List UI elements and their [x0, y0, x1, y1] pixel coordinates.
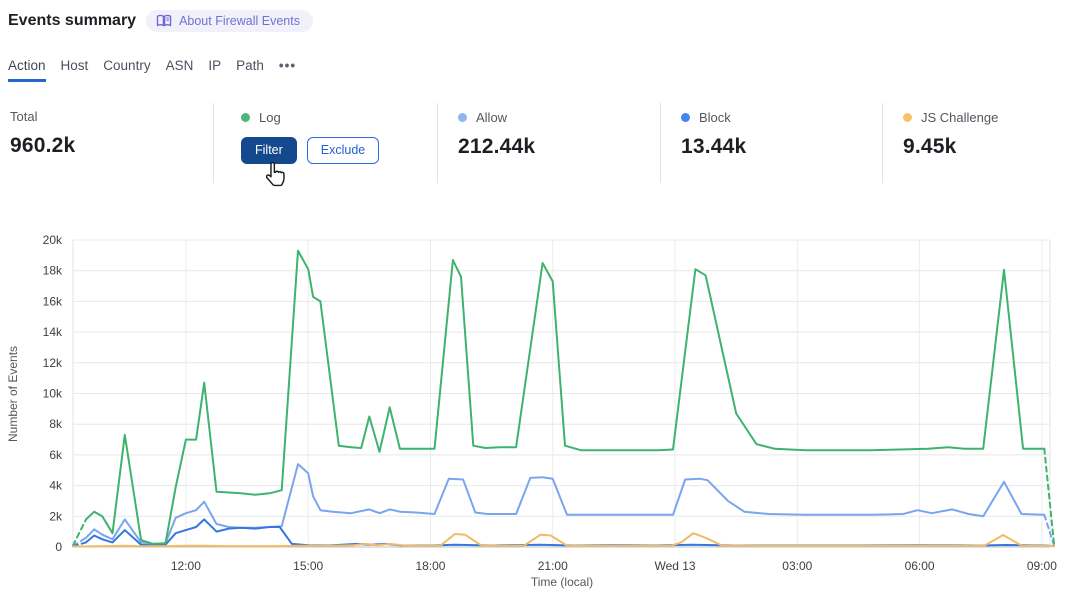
- stat-total: Total 960.2k: [0, 103, 213, 183]
- stat-total-label: Total: [10, 109, 38, 124]
- stat-js-challenge-value: 9.45k: [903, 135, 957, 158]
- svg-text:15:00: 15:00: [293, 559, 323, 573]
- svg-text:12k: 12k: [43, 356, 63, 370]
- svg-text:6k: 6k: [49, 448, 63, 462]
- svg-text:16k: 16k: [43, 294, 63, 308]
- tab-host[interactable]: Host: [60, 58, 89, 73]
- stat-allow: Allow 212.44k: [437, 103, 660, 183]
- svg-text:12:00: 12:00: [171, 559, 201, 573]
- allow-legend-dot: [458, 113, 467, 122]
- svg-text:14k: 14k: [43, 325, 63, 339]
- y-axis-title: Number of Events: [6, 346, 20, 442]
- stat-block-label: Block: [699, 110, 731, 125]
- stat-js-challenge-label: JS Challenge: [921, 110, 999, 125]
- svg-text:8k: 8k: [49, 417, 63, 431]
- svg-text:21:00: 21:00: [538, 559, 568, 573]
- tab-asn[interactable]: ASN: [165, 58, 194, 73]
- page-title: Events summary: [8, 12, 137, 29]
- svg-text:09:00: 09:00: [1027, 559, 1057, 573]
- svg-text:18:00: 18:00: [415, 559, 445, 573]
- svg-text:10k: 10k: [43, 387, 63, 401]
- svg-text:20k: 20k: [43, 233, 63, 247]
- svg-text:06:00: 06:00: [905, 559, 935, 573]
- exclude-button[interactable]: Exclude: [306, 137, 380, 164]
- events-summary-header: Events summary About Firewall Events: [8, 10, 313, 32]
- filter-button[interactable]: Filter: [241, 137, 297, 164]
- tab-path[interactable]: Path: [236, 58, 264, 73]
- stat-allow-label: Allow: [476, 110, 508, 125]
- svg-text:18k: 18k: [43, 264, 63, 278]
- stat-log: Log Filter Exclude: [213, 103, 437, 183]
- js-challenge-legend-dot: [903, 113, 912, 122]
- events-time-series-chart: 12:00 15:00 18:00 21:00 Wed 13 03:00 06:00 09:0…: [6, 233, 1057, 589]
- block-legend-dot: [681, 113, 690, 122]
- log-legend-dot: [241, 113, 250, 122]
- stat-allow-value: 212.44k: [458, 135, 536, 158]
- stat-js-challenge: JS Challenge 9.45k: [882, 103, 1068, 183]
- stat-block: Block 13.44k: [660, 103, 882, 183]
- stat-total-value: 960.2k: [10, 134, 76, 157]
- stat-block-value: 13.44k: [681, 135, 747, 158]
- about-firewall-events-badge[interactable]: About Firewall Events: [146, 10, 313, 32]
- tab-ip[interactable]: IP: [208, 58, 222, 73]
- tab-action[interactable]: Action: [8, 58, 46, 82]
- tab-country[interactable]: Country: [103, 58, 151, 73]
- x-axis-title: Time (local): [531, 575, 593, 589]
- svg-text:2k: 2k: [49, 509, 63, 523]
- stat-log-label: Log: [259, 110, 281, 125]
- svg-text:Wed 13: Wed 13: [654, 559, 695, 573]
- stats-row: Total 960.2k Log Filter Exclude Allow 21…: [0, 103, 1068, 183]
- svg-text:03:00: 03:00: [782, 559, 812, 573]
- book-icon: [156, 14, 172, 28]
- more-tabs-icon[interactable]: •••: [278, 58, 297, 73]
- svg-text:4k: 4k: [49, 479, 63, 493]
- grouping-tabs: Action Host Country ASN IP Path •••: [8, 58, 296, 82]
- badge-label: About Firewall Events: [179, 14, 300, 28]
- svg-text:0: 0: [55, 540, 62, 554]
